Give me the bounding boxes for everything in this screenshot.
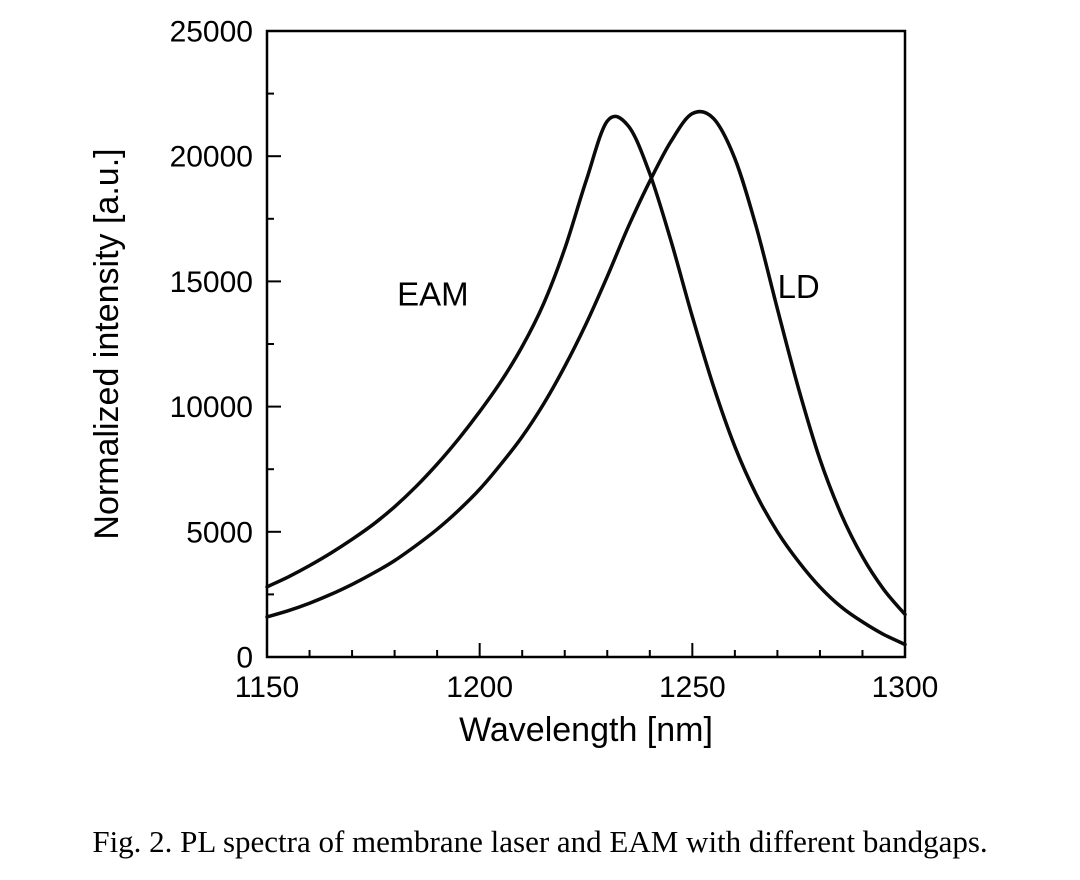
y-tick-label: 10000 <box>170 391 253 424</box>
chart-svg: 1150 1200 1250 1300 0 5000 10000 15000 20000 2500… <box>88 16 939 750</box>
series-label-ld: LD <box>778 268 820 305</box>
series-curve-ld <box>265 109 907 619</box>
x-tick-label: 1150 <box>235 671 300 704</box>
plot-frame <box>265 29 907 659</box>
y-axis-title: Normalized intensity [a.u.] <box>88 148 126 539</box>
figure-caption: Fig. 2. PL spectra of membrane laser and… <box>92 824 988 859</box>
series-label-eam: EAM <box>397 275 469 312</box>
series-curve-eam <box>265 114 907 647</box>
x-tick-label: 1200 <box>446 671 513 704</box>
y-tick-label: 0 <box>236 642 253 675</box>
x-tick-label: 1300 <box>872 671 939 704</box>
x-tick-label: 1250 <box>659 671 726 704</box>
y-tick-label: 5000 <box>186 516 253 549</box>
y-tick-label: 15000 <box>170 266 253 299</box>
y-tick-label: 25000 <box>170 16 253 49</box>
y-tick-label: 20000 <box>170 141 253 174</box>
x-axis-title: Wavelength [nm] <box>459 711 713 749</box>
